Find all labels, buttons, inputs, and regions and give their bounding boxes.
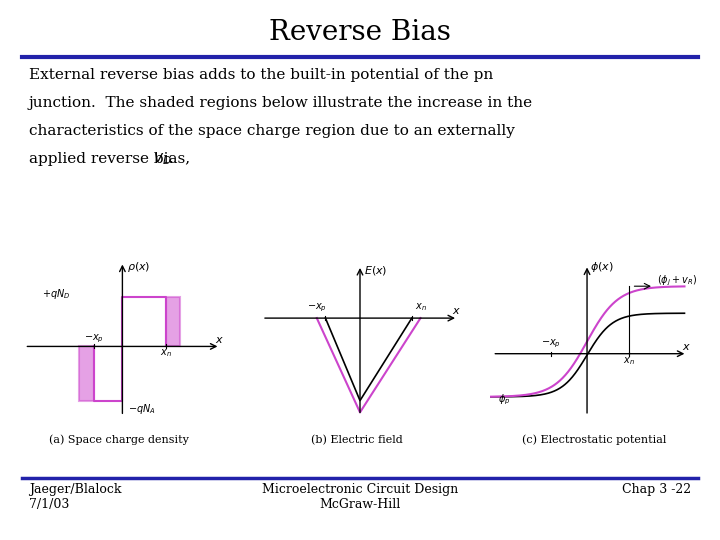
- Text: External reverse bias adds to the built-in potential of the pn: External reverse bias adds to the built-…: [29, 68, 493, 82]
- Text: $\rho(x)$: $\rho(x)$: [127, 260, 150, 274]
- Text: Microelectronic Circuit Design
McGraw-Hill: Microelectronic Circuit Design McGraw-Hi…: [262, 483, 458, 511]
- Text: $x$: $x$: [215, 335, 223, 345]
- Text: $(\phi_j + v_R)$: $(\phi_j + v_R)$: [657, 274, 697, 288]
- Text: $x$: $x$: [452, 306, 461, 316]
- Polygon shape: [166, 296, 180, 347]
- Text: Jaeger/Blalock
7/1/03: Jaeger/Blalock 7/1/03: [29, 483, 121, 511]
- Text: $x_n$: $x_n$: [160, 347, 171, 359]
- Text: (c) Electrostatic potential: (c) Electrostatic potential: [522, 435, 666, 446]
- Text: $\phi(x)$: $\phi(x)$: [590, 260, 613, 274]
- Text: (b) Electric field: (b) Electric field: [310, 435, 402, 445]
- Text: .: .: [168, 152, 174, 166]
- Text: $-x_p$: $-x_p$: [541, 338, 561, 350]
- Text: $v_D$: $v_D$: [153, 152, 171, 167]
- Text: Chap 3 -22: Chap 3 -22: [622, 483, 691, 496]
- Text: $x$: $x$: [682, 342, 690, 352]
- Text: characteristics of the space charge region due to an externally: characteristics of the space charge regi…: [29, 124, 515, 138]
- Text: $\phi_p$: $\phi_p$: [498, 393, 510, 407]
- Text: $E(x)$: $E(x)$: [364, 265, 387, 278]
- Text: $x_n$: $x_n$: [623, 355, 635, 367]
- Text: $+qN_D$: $+qN_D$: [42, 287, 71, 301]
- Text: $-x_p$: $-x_p$: [84, 333, 104, 345]
- Text: $-x_p$: $-x_p$: [307, 302, 327, 314]
- Text: $x_n$: $x_n$: [415, 301, 426, 313]
- Text: junction.  The shaded regions below illustrate the increase in the: junction. The shaded regions below illus…: [29, 96, 533, 110]
- Polygon shape: [79, 347, 94, 401]
- Text: $-qN_A$: $-qN_A$: [128, 402, 156, 416]
- Text: Reverse Bias: Reverse Bias: [269, 19, 451, 46]
- Text: (a) Space charge density: (a) Space charge density: [49, 435, 189, 446]
- Text: applied reverse bias,: applied reverse bias,: [29, 152, 195, 166]
